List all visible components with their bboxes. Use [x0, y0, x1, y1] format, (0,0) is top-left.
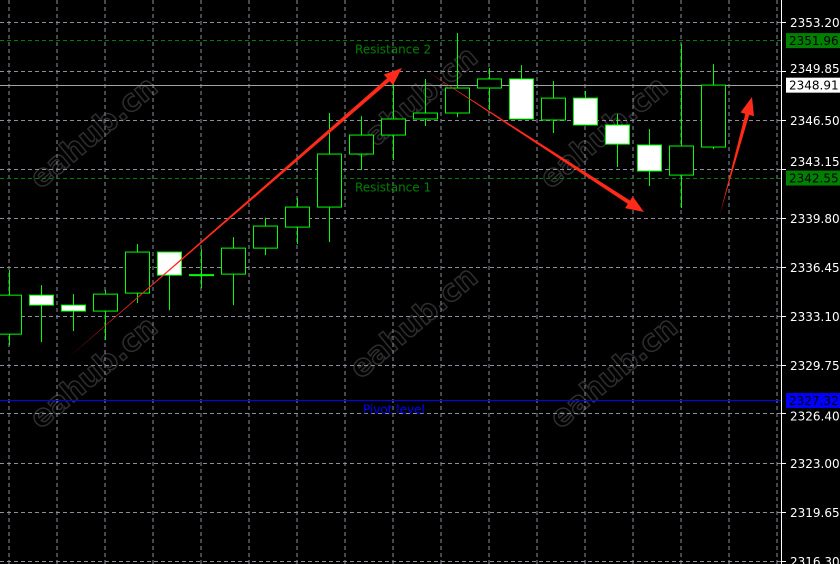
- candle-bearish: [605, 124, 630, 145]
- candle-bearish: [29, 294, 54, 306]
- candle-bearish: [61, 304, 86, 312]
- watermark: eahub.cn: [543, 309, 684, 436]
- y-tick-label: 2326.40: [790, 410, 840, 424]
- y-tick-label: 2336.45: [790, 261, 840, 275]
- watermark: eahub.cn: [23, 309, 164, 436]
- candle-bullish: [541, 97, 566, 121]
- y-tick-label: 2339.80: [790, 212, 840, 226]
- candle-bearish: [509, 78, 534, 120]
- candle-bullish: [669, 145, 694, 176]
- level-price-tag-bg: [786, 33, 840, 49]
- candle-bullish: [349, 134, 374, 155]
- y-tick-label: 2346.50: [790, 114, 840, 128]
- level-label: Resistance 2: [355, 43, 431, 57]
- trend-arrow: [425, 70, 644, 212]
- candle-bullish: [477, 78, 502, 89]
- current-price-tag-bg: [786, 77, 840, 93]
- trend-arrow: [720, 97, 755, 214]
- level-price-tag: 2342.55: [789, 172, 839, 186]
- candle-bearish: [573, 97, 598, 126]
- candle-bullish: [253, 225, 278, 249]
- candle-bullish: [221, 247, 246, 275]
- candle-bearish: [637, 144, 662, 172]
- candle-bearish: [157, 251, 182, 276]
- y-tick-label: 2343.15: [790, 155, 840, 169]
- watermark: eahub.cn: [343, 259, 484, 386]
- candle-bullish: [125, 251, 150, 294]
- y-tick-label: 2333.10: [790, 310, 840, 324]
- y-tick-label: 2319.65: [790, 506, 840, 520]
- candle-bullish: [285, 206, 310, 228]
- level-label: Pivot level: [363, 403, 425, 417]
- candle-bullish: [0, 294, 22, 335]
- y-tick-label: 2349.85: [790, 62, 840, 76]
- candle-bullish: [93, 293, 118, 312]
- level-price-tag-bg: [786, 393, 840, 409]
- candle-bullish: [317, 153, 342, 208]
- watermark: eahub.cn: [23, 69, 164, 196]
- y-tick-label: 2316.30: [790, 555, 840, 564]
- level-price-tag-bg: [786, 170, 840, 186]
- trend-arrow: [68, 68, 402, 358]
- candle-bullish: [413, 112, 438, 120]
- current-price-tag: 2348.91: [789, 79, 839, 93]
- y-tick-label: 2323.00: [790, 457, 840, 471]
- y-tick-label: 2353.20: [790, 16, 840, 30]
- candle-bullish: [381, 118, 406, 136]
- candle-bullish: [701, 84, 726, 148]
- level-label: Resistance 1: [355, 181, 431, 195]
- y-tick-label: 2329.75: [790, 359, 840, 373]
- level-price-tag: 2327.32: [789, 394, 839, 408]
- level-price-tag: 2351.96: [789, 34, 839, 48]
- candle-bullish: [445, 87, 470, 114]
- watermark: eahub.cn: [533, 69, 674, 196]
